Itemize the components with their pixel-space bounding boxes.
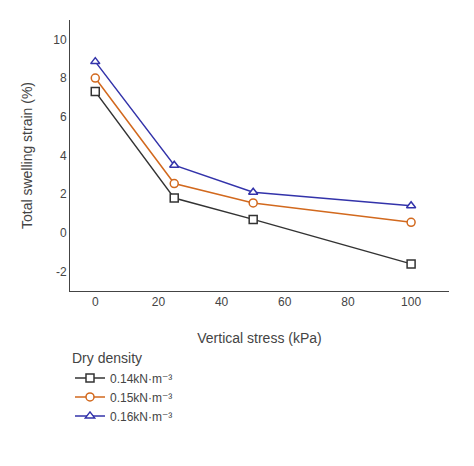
svg-text:Total swelling strain (%): Total swelling strain (%) (19, 82, 35, 229)
svg-text:20: 20 (152, 295, 166, 309)
svg-text:0.16kN·m⁻³: 0.16kN·m⁻³ (110, 410, 172, 424)
svg-text:60: 60 (278, 295, 292, 309)
svg-text:80: 80 (341, 295, 355, 309)
svg-text:40: 40 (215, 295, 229, 309)
svg-text:-2: -2 (56, 265, 67, 279)
svg-text:0.14kN·m⁻³: 0.14kN·m⁻³ (110, 372, 172, 386)
svg-text:8: 8 (60, 71, 67, 85)
svg-text:4: 4 (60, 149, 67, 163)
svg-text:2: 2 (60, 187, 67, 201)
svg-text:Vertical stress (kPa): Vertical stress (kPa) (197, 330, 321, 346)
svg-text:6: 6 (60, 110, 67, 124)
svg-text:10: 10 (53, 33, 67, 47)
svg-text:0: 0 (92, 295, 99, 309)
svg-text:0: 0 (60, 226, 67, 240)
svg-text:0.15kN·m⁻³: 0.15kN·m⁻³ (110, 391, 172, 405)
svg-text:100: 100 (401, 295, 421, 309)
svg-text:Dry density: Dry density (72, 350, 142, 366)
